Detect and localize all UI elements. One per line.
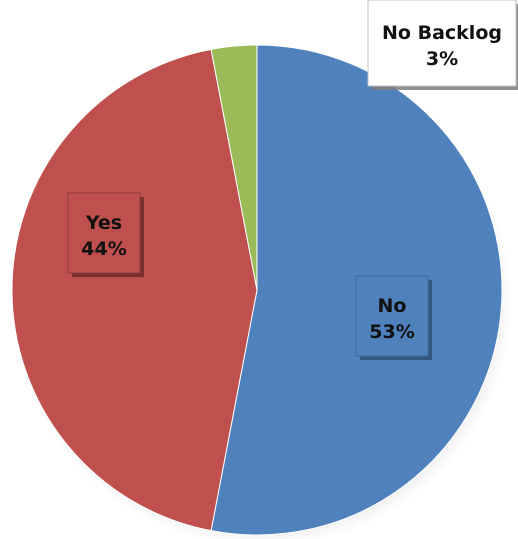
data-label-percent: 53%	[369, 321, 414, 343]
data-label-box	[367, 0, 517, 87]
data-label-category: No Backlog	[382, 22, 502, 44]
data-label-no-backlog: No Backlog 3%	[367, 0, 518, 90]
pie-slice-no-backlog	[210, 44, 258, 291]
data-label-percent: 44%	[81, 238, 126, 260]
pie-slice-yes	[11, 48, 258, 532]
data-label-box	[67, 192, 141, 274]
data-label-yes: Yes 44%	[67, 192, 144, 277]
data-label-percent: 3%	[426, 48, 458, 70]
data-label-no: No 53%	[355, 275, 432, 360]
data-label-category: No	[378, 295, 407, 317]
data-label-box	[355, 275, 429, 357]
data-label-category: Yes	[85, 212, 122, 234]
